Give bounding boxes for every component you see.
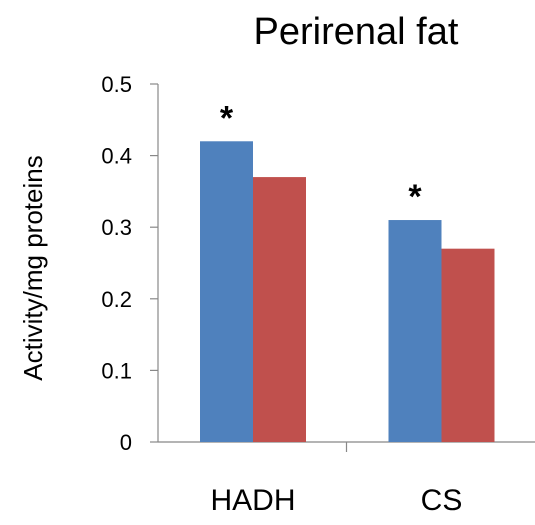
y-axis-label: Activity/mg proteins — [18, 155, 48, 380]
chart-title: Perirenal fat — [254, 11, 459, 53]
y-tick-label: 0.2 — [101, 287, 132, 312]
bars — [200, 141, 495, 442]
y-tick-label: 0.4 — [101, 144, 132, 169]
significance-star: * — [220, 99, 234, 137]
y-tick-label: 0.3 — [101, 215, 132, 240]
y-tick-label: 0 — [120, 430, 132, 455]
x-category-label: CS — [421, 484, 463, 517]
y-tick-label: 0.1 — [101, 358, 132, 383]
y-ticks: 0 0.1 0.2 0.3 0.4 0.5 — [101, 72, 158, 455]
category-labels: HADH CS — [210, 484, 462, 517]
bar-cs-2 — [441, 248, 495, 442]
y-tick-label: 0.5 — [101, 72, 132, 97]
significance-markers: ** — [220, 99, 423, 216]
bar-hadh-2 — [253, 177, 306, 442]
bar-cs-1 — [388, 220, 442, 442]
bar-hadh-1 — [200, 141, 253, 442]
x-category-label: HADH — [210, 484, 295, 517]
significance-star: * — [408, 178, 422, 216]
